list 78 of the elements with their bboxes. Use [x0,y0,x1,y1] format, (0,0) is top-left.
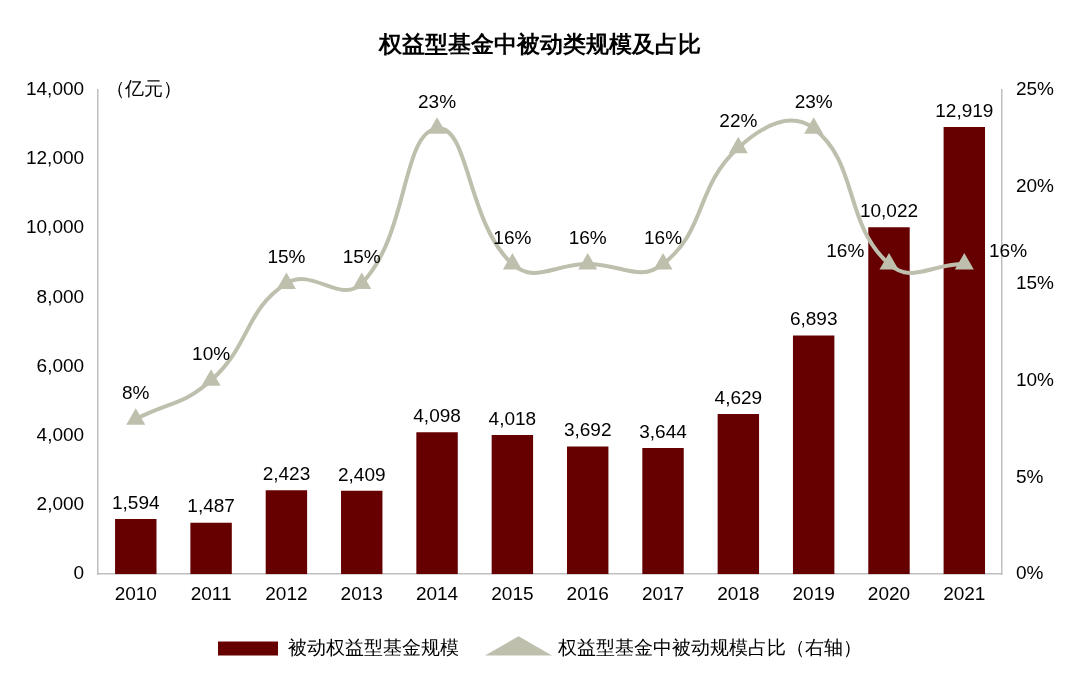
x-tick-label: 2012 [265,582,308,604]
x-tick-label: 2018 [717,582,760,604]
data-label: 2,409 [337,463,386,485]
y2-tick-label: 25% [1015,77,1055,99]
data-label: 15% [267,246,306,268]
bar [566,446,609,575]
data-label: 23% [418,91,457,113]
x-tick-label: 2014 [415,582,459,604]
x-tick-label: 2016 [566,582,609,604]
bar [642,448,684,575]
bar [416,432,458,575]
point [278,274,295,289]
bar [341,490,383,575]
y-tick-label: 12,000 [25,147,85,169]
y2-tick-label: 0% [1015,562,1044,584]
data-label: 16% [989,240,1028,262]
point [504,255,521,270]
data-label: 22% [719,110,758,132]
y2-tick-label: 5% [1015,465,1044,487]
data-label: 15% [342,246,381,268]
y-tick-label: 8,000 [36,285,85,307]
bar [491,435,534,575]
data-label: 3,692 [563,419,612,441]
point [353,274,370,289]
data-label: 1,487 [187,495,235,517]
legend-label: 权益型基金中被动规模占比（右轴） [557,636,862,658]
data-label: 3,644 [639,420,688,442]
data-label: 4,018 [488,407,537,429]
bar [115,519,157,575]
y-tick-label: 14,000 [25,77,85,99]
data-label: 2,423 [262,463,311,485]
data-label: 16% [826,240,865,262]
y-tick-label: 4,000 [36,423,85,445]
x-tick-label: 2021 [943,582,986,604]
y-axis-title: （亿元） [106,77,183,99]
y-tick-label: 6,000 [36,354,85,376]
point [579,255,596,270]
point [956,255,973,270]
x-tick-label: 2019 [792,582,835,604]
y-tick-label: 2,000 [36,493,85,515]
y2-tick-label: 20% [1015,174,1055,196]
data-label: 4,098 [413,405,461,427]
data-label: 16% [644,226,683,248]
point [127,410,144,425]
x-tick-label: 2017 [641,582,685,604]
x-tick-label: 2010 [114,582,157,604]
point [730,138,747,154]
x-tick-label: 2015 [491,582,534,604]
y-tick-label: 10,000 [25,216,85,238]
data-label: 1,594 [112,491,160,513]
bar [868,227,910,575]
data-label: 16% [568,226,607,248]
y2-tick-label: 10% [1015,368,1055,390]
bar [943,127,986,575]
chart-title: 权益型基金中被动类规模及占比 [378,31,701,58]
point [429,119,446,134]
data-label: 12,919 [935,99,994,121]
x-tick-label: 2011 [190,582,232,604]
data-label: 16% [493,226,532,248]
bar [792,335,835,575]
x-tick-label: 2013 [340,582,383,604]
y2-tick-label: 15% [1015,271,1055,293]
bar [717,413,760,575]
data-label: 10,022 [859,200,919,222]
bar [190,522,232,575]
point [880,255,898,270]
point [203,371,220,386]
y-tick-label: 0 [73,562,85,584]
data-label: 6,893 [789,308,838,330]
legend-label: 被动权益型基金规模 [287,636,459,658]
data-label: 10% [192,343,231,365]
data-label: 8% [122,381,150,403]
bar [265,490,308,575]
x-tick-label: 2020 [867,582,911,604]
point [805,119,822,134]
point [654,255,672,270]
data-label: 4,629 [714,386,763,408]
data-label: 23% [794,91,833,113]
